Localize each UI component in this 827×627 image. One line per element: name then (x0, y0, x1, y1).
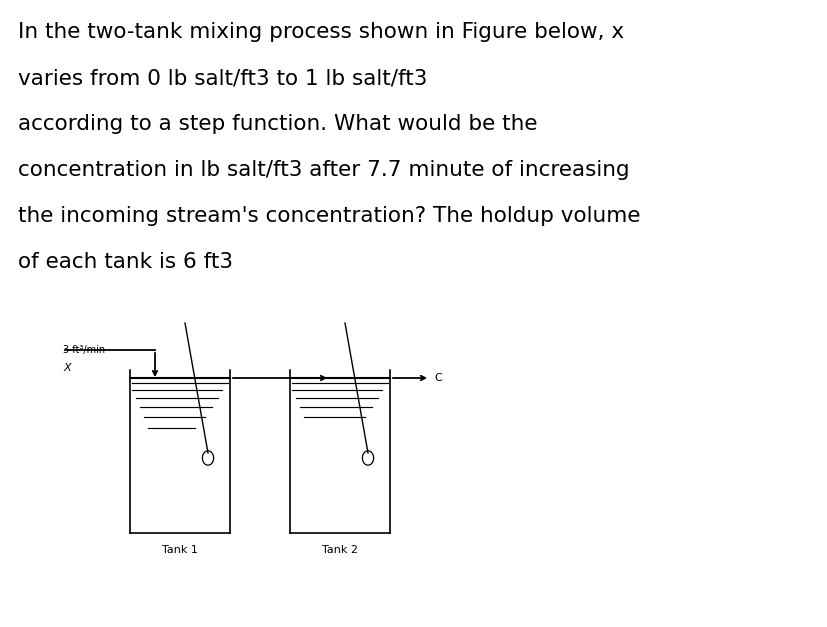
Text: X: X (63, 363, 70, 373)
Text: C: C (433, 373, 442, 383)
Text: according to a step function. What would be the: according to a step function. What would… (18, 114, 537, 134)
Text: 3 ft³/min: 3 ft³/min (63, 345, 105, 355)
Text: the incoming stream's concentration? The holdup volume: the incoming stream's concentration? The… (18, 206, 640, 226)
Text: Tank 2: Tank 2 (322, 545, 357, 555)
Text: Tank 1: Tank 1 (162, 545, 198, 555)
Text: concentration in lb salt/ft3 after 7.7 minute of increasing: concentration in lb salt/ft3 after 7.7 m… (18, 160, 629, 180)
Text: of each tank is 6 ft3: of each tank is 6 ft3 (18, 252, 232, 272)
Text: In the two-tank mixing process shown in Figure below, x: In the two-tank mixing process shown in … (18, 22, 624, 42)
Text: varies from 0 lb salt/ft3 to 1 lb salt/ft3: varies from 0 lb salt/ft3 to 1 lb salt/f… (18, 68, 427, 88)
